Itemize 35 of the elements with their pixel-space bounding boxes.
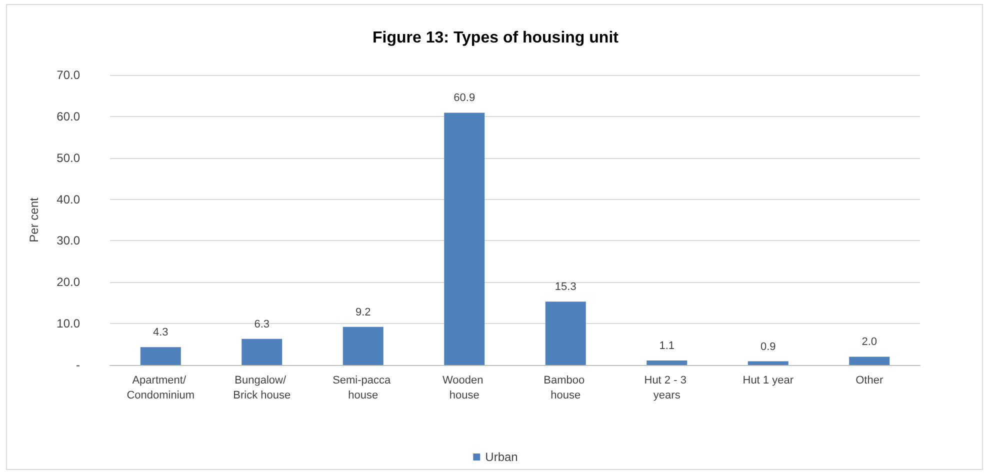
bar [748,361,788,365]
y-tick-label: 10.0 [56,316,80,331]
x-tick-label: Bamboo house [544,374,588,402]
y-tick-label: 30.0 [56,234,80,248]
y-tick-label: 40.0 [56,192,80,206]
chart-title: Figure 13: Types of housing unit [372,30,620,46]
x-tick-label: Wooden house [442,374,486,402]
y-tick-label: 20.0 [56,275,80,290]
data-label: 0.9 [760,340,776,353]
bar [646,360,688,365]
x-tick-label: Hut 1 year [742,374,794,386]
bar [342,326,384,365]
y-tick-label: 50.0 [56,150,80,165]
bar [444,112,485,365]
x-tick-label: Other [856,374,884,386]
data-label: 4.3 [152,326,168,339]
x-tick-label: Semi-pacca house [332,374,394,402]
y-tick-label: - [76,358,80,372]
x-tick-label: Apartment/ Condominium [126,374,195,402]
data-label: 2.0 [862,336,878,348]
y-tick-label: 60.0 [56,109,80,124]
x-tick-label: Bungalow/ Brick house [233,374,291,402]
data-label: 60.9 [454,92,476,104]
data-label: 1.1 [659,340,675,352]
data-label: 9.2 [355,306,371,318]
bar [849,356,890,365]
y-tick-label: 70.0 [56,68,80,82]
y-axis-title: Per cent [27,196,41,242]
bar [140,347,181,365]
legend-label: Urban [485,450,518,464]
x-tick-label: Hut 2 - 3 years [644,374,690,402]
data-label: 6.3 [254,318,270,330]
bar [545,302,586,365]
bar [242,338,282,365]
data-label: 15.3 [554,281,576,294]
